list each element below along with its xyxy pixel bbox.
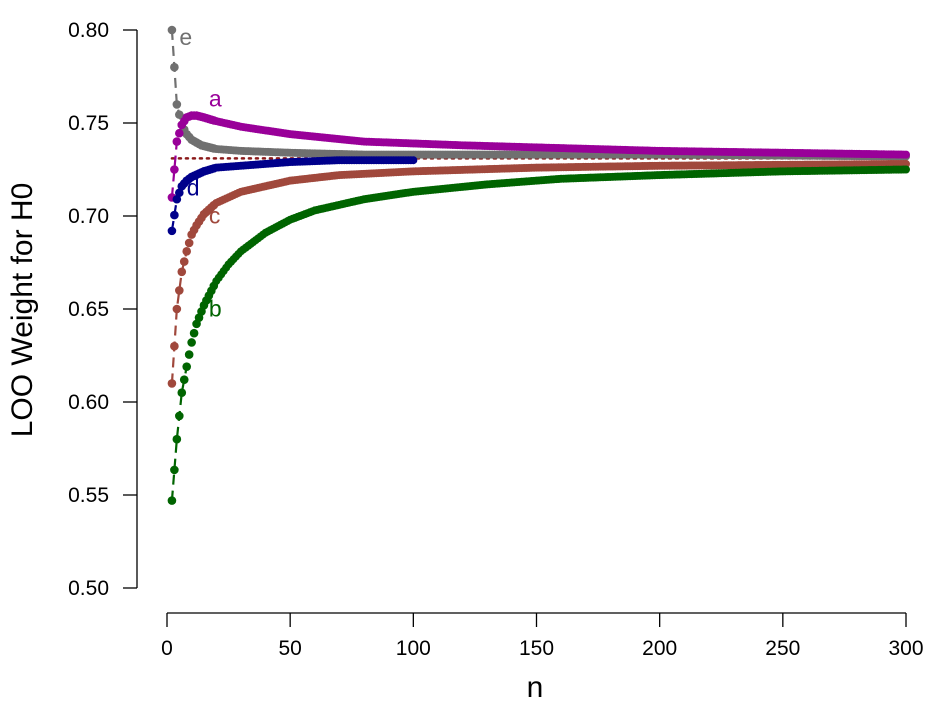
data-point	[409, 156, 418, 165]
y-tick-label: 0.75	[68, 112, 109, 135]
data-point	[175, 110, 184, 119]
y-tick-label: 0.50	[68, 577, 109, 600]
data-point	[175, 411, 184, 421]
series-c	[167, 159, 910, 388]
series-label-c: c	[209, 202, 221, 228]
y-tick-label: 0.55	[68, 484, 109, 507]
data-point	[172, 137, 182, 146]
data-point	[167, 496, 177, 505]
x-tick-label: 0	[161, 637, 173, 660]
data-point	[172, 194, 182, 204]
data-point	[182, 247, 192, 256]
data-point	[179, 375, 189, 384]
series-e	[167, 25, 910, 161]
series-label-a: a	[209, 85, 222, 111]
data-point	[184, 238, 194, 248]
x-axis: 0 50 100 150 200 250 300	[161, 612, 924, 660]
x-tick-label: 250	[765, 637, 800, 660]
x-tick-label: 150	[519, 637, 554, 660]
data-point	[167, 379, 177, 388]
data-point	[179, 257, 189, 266]
data-point	[170, 341, 179, 351]
data-point	[172, 304, 182, 314]
data-point	[170, 210, 179, 220]
data-point	[177, 388, 187, 398]
y-tick-label: 0.70	[68, 205, 109, 228]
data-point	[184, 350, 194, 359]
x-tick-label: 300	[888, 637, 923, 660]
y-ticks: 0.50 0.55 0.60 0.65 0.70 0.75 0.80	[68, 19, 137, 600]
series-label-d: d	[187, 175, 200, 201]
data-point	[172, 100, 182, 109]
data-point	[170, 465, 179, 475]
x-tick-label: 200	[642, 637, 677, 660]
data-point	[175, 128, 184, 138]
data-point	[187, 338, 196, 347]
series-d	[167, 156, 418, 236]
y-tick-label: 0.65	[68, 298, 109, 321]
data-point	[189, 328, 199, 338]
data-point	[182, 362, 192, 371]
data-point	[170, 165, 179, 174]
series-label-layer: e a dc b	[179, 24, 222, 322]
x-tick-label: 100	[396, 637, 431, 660]
plot-area: e a dc b	[167, 24, 910, 505]
series-b	[167, 165, 910, 505]
y-tick-label: 0.80	[68, 19, 109, 42]
data-point	[167, 25, 177, 35]
y-tick-label: 0.60	[68, 391, 109, 414]
series-label-b: b	[209, 295, 222, 321]
y-axis: 0.50 0.55 0.60 0.65 0.70 0.75 0.80	[68, 19, 138, 600]
data-point	[902, 165, 910, 174]
data-point	[902, 150, 910, 159]
y-axis-title: LOO Weight for H0	[6, 183, 39, 438]
series-layer	[167, 25, 910, 505]
x-ticks: 0 50 100 150 200 250 300	[161, 613, 924, 660]
x-tick-label: 50	[278, 637, 301, 660]
data-point	[175, 286, 184, 295]
x-axis-title: n	[527, 671, 544, 704]
data-point	[167, 226, 177, 236]
data-point	[172, 434, 182, 444]
data-point	[177, 267, 187, 277]
data-point	[170, 62, 179, 72]
series-label-e: e	[179, 24, 192, 50]
series-a	[167, 111, 910, 202]
data-point	[175, 188, 184, 198]
